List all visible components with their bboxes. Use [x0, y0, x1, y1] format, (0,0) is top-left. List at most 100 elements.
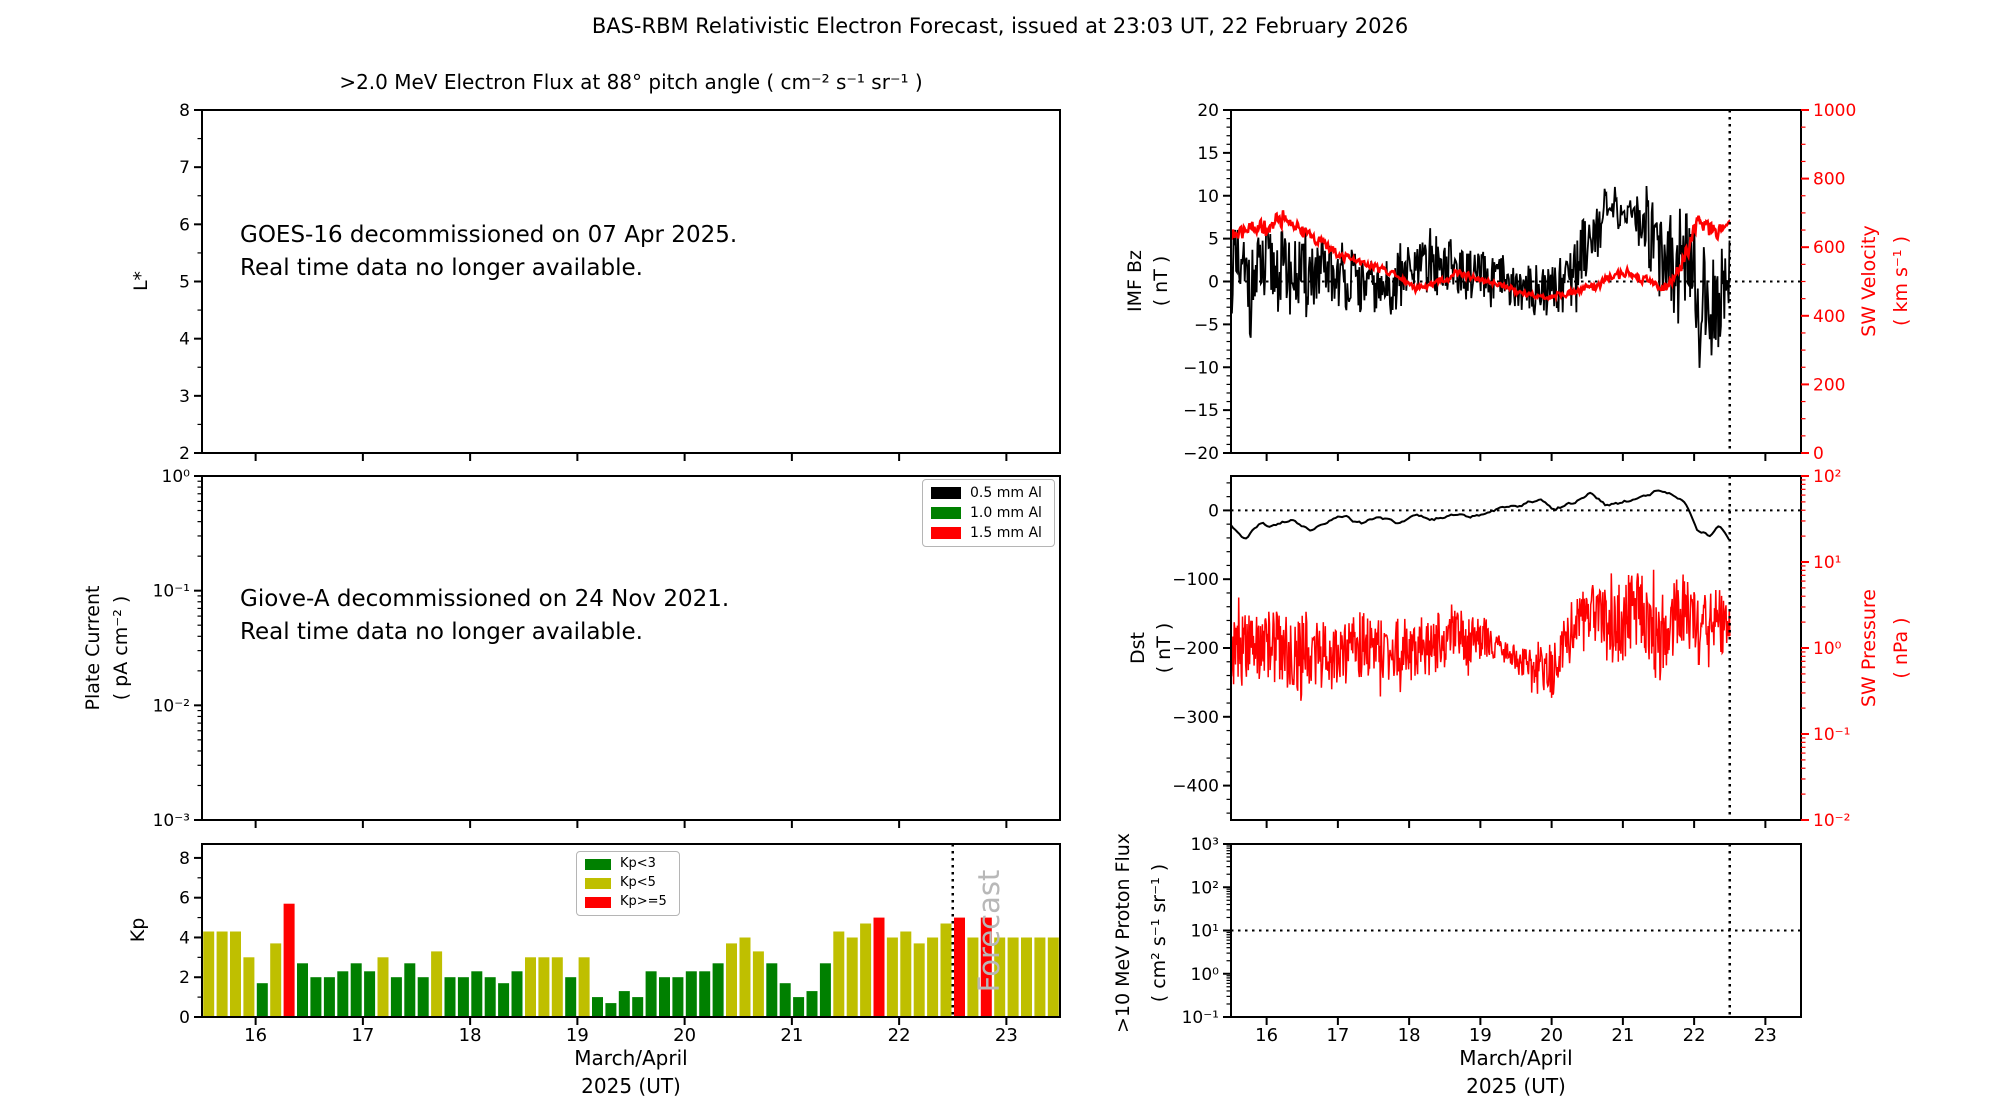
tick-label: 10⁰ [162, 467, 191, 487]
tick-label: 16 [1255, 1025, 1278, 1046]
tick-label: 0 [1208, 273, 1219, 293]
tick-label: −5 [1194, 315, 1219, 335]
kp-bar [270, 943, 282, 1017]
tick-label: 10² [1813, 467, 1841, 487]
pressure-ylabel-line2: ( nPa ) [1890, 617, 1912, 679]
kp-bar [592, 997, 603, 1017]
tick-label: 10⁰ [1813, 639, 1842, 659]
kp-bar [230, 931, 241, 1017]
kp-bar [377, 957, 389, 1017]
legend-swatch [931, 487, 961, 500]
kp-bar [739, 937, 751, 1017]
plate-ylabel-line1: Plate Current [82, 585, 104, 711]
tick-label: 19 [566, 1025, 589, 1046]
kp-bar [525, 957, 536, 1017]
bz-ylabel-line2: ( nT ) [1150, 255, 1172, 307]
tick-label: 10⁻¹ [1813, 725, 1850, 745]
kp-bar [940, 923, 952, 1017]
kp-bar [390, 977, 402, 1017]
tick-label: 0 [179, 1008, 190, 1028]
legend-swatch [931, 527, 961, 540]
legend-label: 0.5 mm Al [970, 485, 1042, 501]
tick-label: 10¹ [1813, 553, 1841, 573]
tick-label: 18 [459, 1025, 482, 1046]
legend-label: 1.5 mm Al [970, 525, 1042, 542]
kp-bar [980, 917, 992, 1017]
tick-label: 6 [179, 889, 190, 909]
legend-item: Kp<3 [585, 856, 667, 872]
kp-bar [645, 971, 657, 1017]
legend-label: Kp<5 [620, 874, 656, 890]
flux-panel-title: >2.0 MeV Electron Flux at 88° pitch angl… [339, 70, 923, 94]
tick-label: 10 [1197, 187, 1219, 207]
shielding-legend: 0.5 mm Al 1.0 mm Al 1.5 mm Al [922, 479, 1055, 548]
kp-bar [297, 963, 308, 1017]
legend-label: 1.0 mm Al [970, 505, 1042, 522]
kp-bar [431, 951, 443, 1017]
legend-swatch [585, 858, 611, 870]
kp-bar [337, 971, 349, 1017]
giove-annotation-line2: Real time data no longer available. [240, 619, 643, 645]
tick-label: 18 [1398, 1025, 1421, 1046]
dst-ylabel-line2: ( nT ) [1153, 622, 1175, 674]
kp-bar [618, 991, 630, 1017]
tick-label: 20 [1540, 1025, 1563, 1046]
tick-label: 15 [1197, 144, 1219, 164]
kp-bar [1021, 937, 1032, 1017]
kp-bar [712, 963, 724, 1017]
kp-bar [444, 977, 456, 1017]
kp-bars [203, 903, 1059, 1017]
goes-annotation-line2: Real time data no longer available. [240, 255, 643, 281]
kp-xaxis-label-line2: 2025 (UT) [581, 1074, 681, 1098]
legend-label: Kp<3 [620, 856, 656, 871]
kp-bar [457, 977, 469, 1017]
kp-bar [323, 977, 335, 1017]
tick-label: −300 [1172, 708, 1219, 728]
series-imf-bz [1231, 185, 1731, 368]
kp-bar [243, 957, 255, 1017]
kp-bar [417, 977, 429, 1017]
legend-item: 1.0 mm Al [931, 505, 1042, 521]
tick-label: 20 [673, 1025, 696, 1046]
plate-ylabel-line2: ( pA cm⁻² ) [110, 595, 132, 701]
tick-label: 23 [1754, 1025, 1777, 1046]
kp-bar [498, 983, 510, 1017]
kp-bar [806, 991, 818, 1017]
series-sw-pressure [1231, 569, 1731, 701]
kp-bar [886, 937, 898, 1017]
kp-bar [310, 977, 322, 1017]
kp-bar [1047, 937, 1059, 1017]
main-title: BAS-RBM Relativistic Electron Forecast, … [591, 14, 1409, 38]
tick-label: 22 [1683, 1025, 1706, 1046]
tick-label: 7 [179, 158, 190, 178]
tick-label: 10⁻² [1813, 811, 1850, 831]
giove-annotation-line1: Giove-A decommissioned on 24 Nov 2021. [240, 586, 730, 612]
proton-xaxis-label-line1: March/April [1459, 1046, 1573, 1070]
tick-label: 17 [1326, 1025, 1349, 1046]
kp-bar [819, 963, 831, 1017]
tick-label: −15 [1183, 401, 1219, 421]
kp-bar [967, 937, 979, 1017]
tick-label: −10 [1183, 358, 1219, 378]
tick-label: 23 [995, 1025, 1018, 1046]
tick-label: 4 [179, 330, 190, 350]
kp-bar [511, 971, 523, 1017]
goes-annotation-line1: GOES-16 decommissioned on 07 Apr 2025. [240, 222, 738, 248]
kp-xaxis-label-line1: March/April [574, 1046, 688, 1070]
tick-label: 1000 [1813, 101, 1856, 121]
legend-item: 0.5 mm Al [931, 485, 1042, 501]
tick-label: 20 [1197, 101, 1219, 121]
tick-label: 800 [1813, 170, 1845, 190]
legend-swatch [585, 896, 611, 908]
series-sw-velocity [1231, 210, 1731, 303]
kp-bar [551, 957, 563, 1017]
kp-bar [860, 923, 872, 1017]
tick-label: 17 [351, 1025, 374, 1046]
tick-label: 8 [179, 849, 190, 869]
kp-bar [364, 971, 376, 1017]
tick-label: 600 [1813, 238, 1845, 258]
proton-xaxis-label-line2: 2025 (UT) [1466, 1074, 1566, 1098]
series-dst [1231, 489, 1730, 541]
